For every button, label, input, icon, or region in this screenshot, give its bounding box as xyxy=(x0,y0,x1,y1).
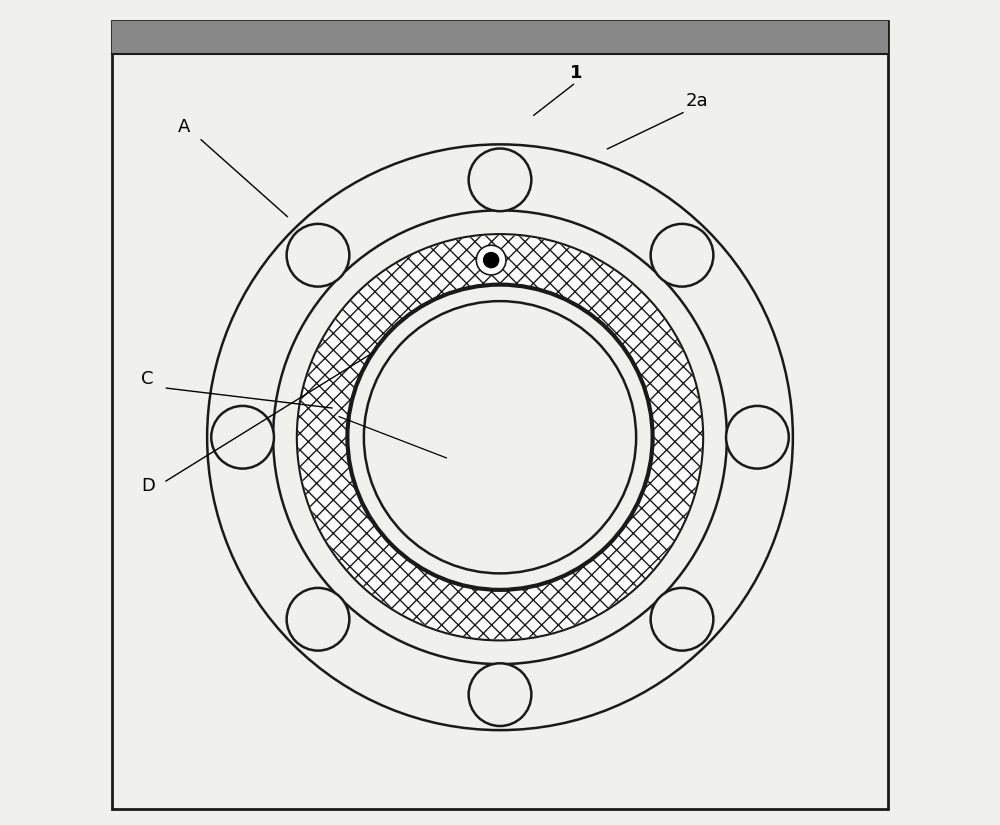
Circle shape xyxy=(476,245,506,275)
Circle shape xyxy=(651,224,713,286)
Circle shape xyxy=(469,148,531,211)
Circle shape xyxy=(483,252,499,268)
Circle shape xyxy=(364,301,636,573)
Circle shape xyxy=(298,235,702,639)
Circle shape xyxy=(469,663,531,726)
Circle shape xyxy=(287,224,349,286)
Circle shape xyxy=(273,210,727,664)
Text: A: A xyxy=(178,118,191,136)
Circle shape xyxy=(287,588,349,651)
Text: D: D xyxy=(141,477,155,495)
Text: C: C xyxy=(141,370,154,388)
Circle shape xyxy=(347,285,653,590)
Circle shape xyxy=(651,588,713,651)
Circle shape xyxy=(211,406,274,469)
Text: 2a: 2a xyxy=(686,92,708,110)
Bar xyxy=(112,21,888,54)
Circle shape xyxy=(726,406,789,469)
Text: 1: 1 xyxy=(570,64,583,82)
Circle shape xyxy=(298,235,702,639)
Circle shape xyxy=(207,144,793,730)
